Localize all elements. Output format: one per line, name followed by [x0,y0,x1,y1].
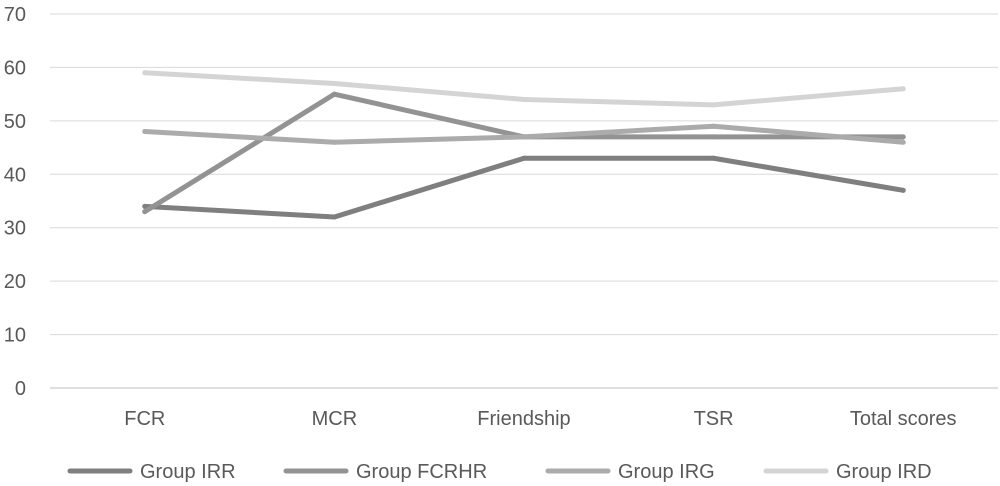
legend: Group IRR Group FCRHR Group IRG Group IRD [67,461,932,483]
y-tick-label: 60 [4,57,26,79]
legend-label: Group FCRHR [356,461,487,483]
y-tick-label: 50 [4,111,26,133]
x-tick-label: Total scores [850,408,957,430]
data-point [521,134,527,140]
y-tick-label: 10 [4,325,26,347]
y-tick-label: 70 [4,4,26,26]
data-point [331,80,337,86]
data-point [711,102,717,108]
y-tick-label: 20 [4,271,26,293]
x-tick-label: TSR [694,408,734,430]
data-point [900,139,906,145]
legend-label: Group IRR [140,461,236,483]
data-point [711,123,717,129]
data-point [711,155,717,161]
series-lines [142,70,906,220]
gridlines [50,13,998,389]
data-point [142,70,148,76]
series-line-1 [142,155,906,220]
x-tick-label: FCR [124,408,165,430]
x-tick-label: Friendship [477,408,570,430]
legend-label: Group IRG [618,461,715,483]
data-point [900,86,906,92]
data-point [900,134,906,140]
data-point [521,96,527,102]
y-tick-label: 30 [4,218,26,240]
series-line-3 [142,123,906,145]
y-tick-label: 0 [15,378,26,400]
data-point [142,203,148,209]
y-tick-label: 40 [4,164,26,186]
data-point [331,139,337,145]
data-point [711,134,717,140]
series-line-2 [142,91,906,215]
data-point [331,91,337,97]
data-point [142,129,148,135]
data-point [331,214,337,220]
data-point [900,187,906,193]
data-point [521,155,527,161]
legend-label: Group IRD [836,461,932,483]
y-axis: 0 10 20 30 40 50 60 70 [4,4,26,400]
data-point [142,209,148,215]
x-axis: FCR MCR Friendship TSR Total scores [124,408,956,430]
x-tick-label: MCR [312,408,358,430]
